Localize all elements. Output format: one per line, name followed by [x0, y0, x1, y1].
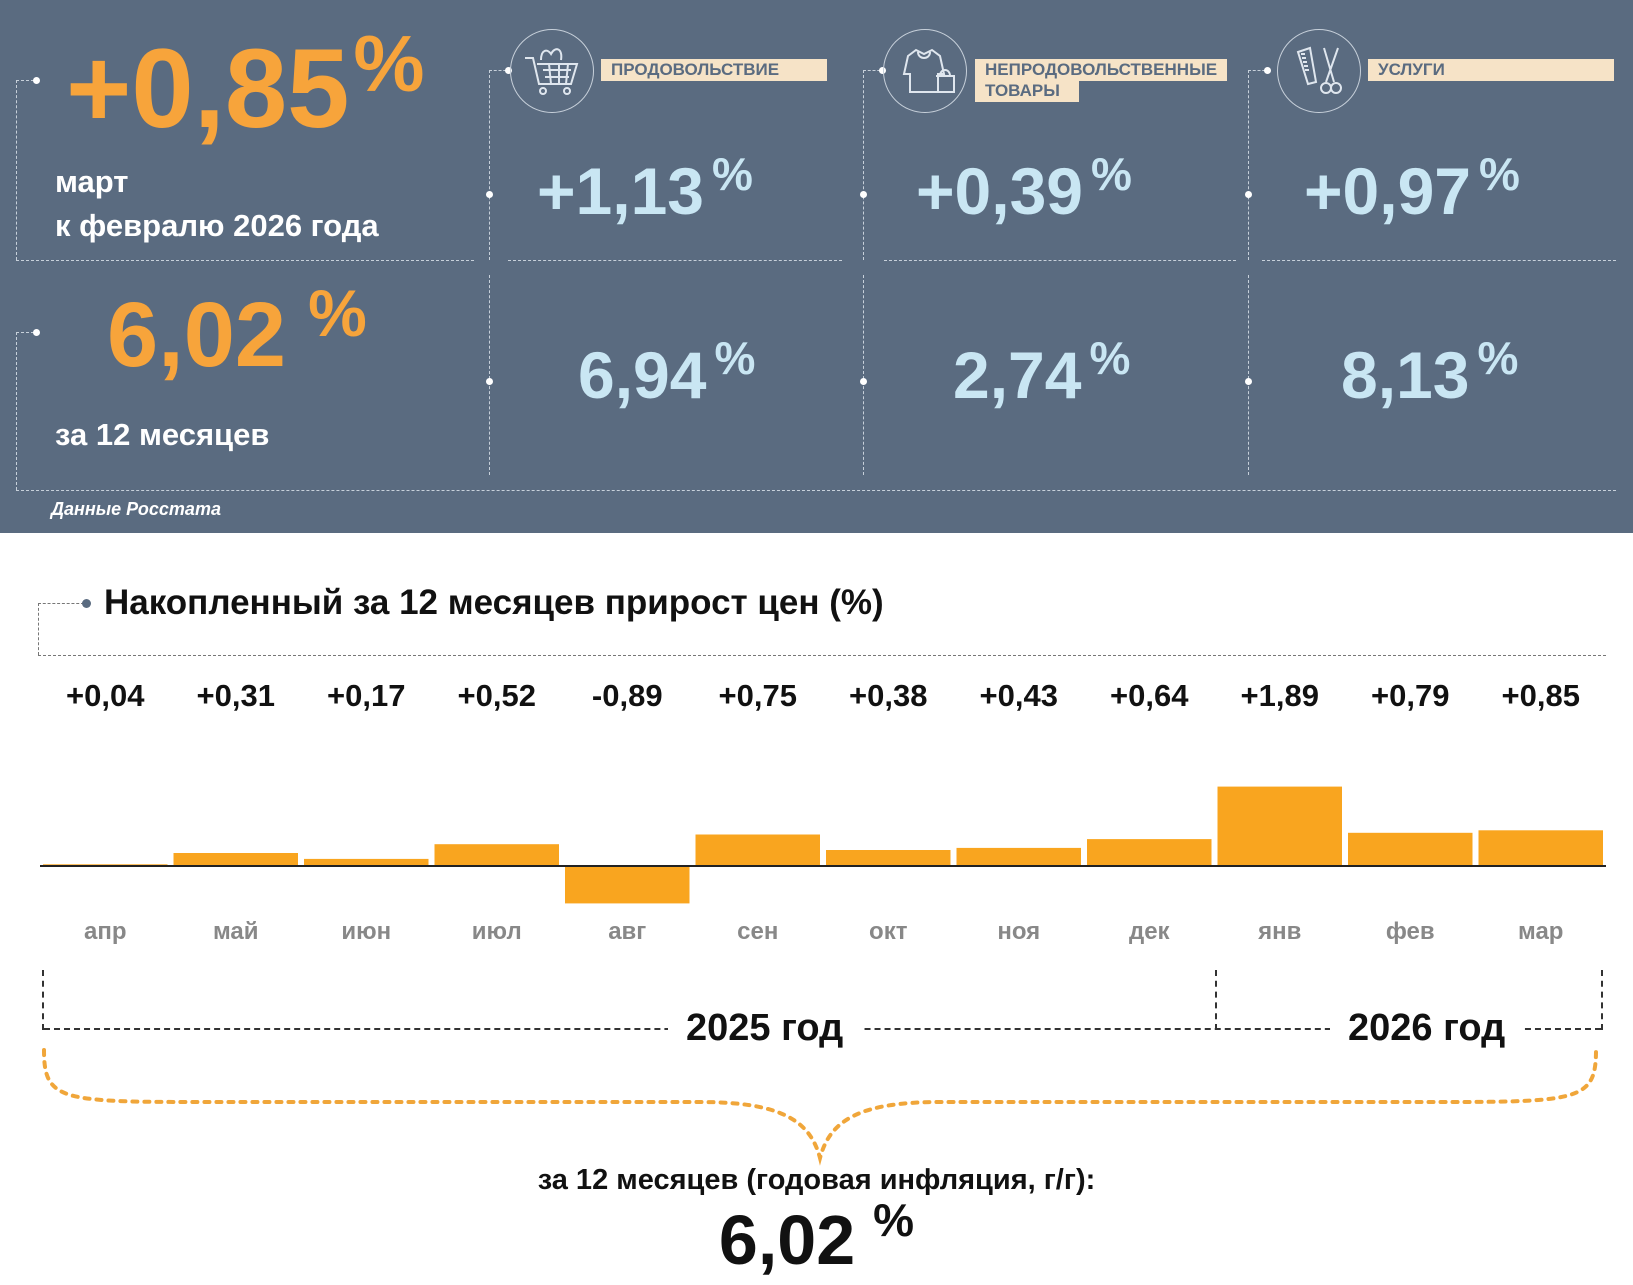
monthly-inflation: +0,85%	[66, 19, 425, 151]
comb-scissors-icon	[1277, 29, 1361, 113]
bullet-dot	[486, 191, 493, 198]
shopping-cart-icon	[510, 29, 594, 113]
bullet-dot	[505, 67, 512, 74]
year-label-2025: 2025 год	[668, 1008, 862, 1048]
divider	[16, 80, 17, 260]
divider	[42, 970, 44, 1030]
x-tick-янв: янв	[1258, 918, 1302, 945]
divider	[16, 490, 1616, 491]
divider	[1262, 260, 1616, 261]
divider	[489, 70, 490, 260]
x-tick-фев: фев	[1385, 918, 1435, 945]
bar-chart	[40, 786, 1606, 904]
bar-янв	[1217, 786, 1342, 866]
bullet-dot	[1245, 191, 1252, 198]
brace-icon	[42, 1048, 1598, 1166]
monthly-label-line2: к февралю 2026 года	[55, 208, 379, 243]
divider	[1215, 970, 1217, 1030]
divider	[863, 275, 864, 475]
x-tick-сен: сен	[737, 918, 779, 945]
bar-окт	[826, 850, 951, 866]
data-source-credit: Данные Росстата	[51, 499, 221, 519]
category-label-nonfood: НЕПРОДОВОЛЬСТВЕННЫЕ	[975, 59, 1228, 81]
divider	[508, 260, 842, 261]
annual-inflation-total: 6,02%	[718, 1194, 915, 1279]
x-tick-мар: мар	[1518, 918, 1564, 945]
bar-июн	[304, 858, 429, 866]
services-monthly-value: +0,97%	[1304, 148, 1520, 228]
x-tick-дек: дек	[1128, 918, 1170, 945]
bullet-dot	[1245, 378, 1252, 385]
data-label-дек: +0,64	[1110, 678, 1189, 713]
clothing-icon	[883, 29, 967, 113]
category-label-food: ПРОДОВОЛЬСТВИЕ	[601, 59, 827, 81]
x-tick-май: май	[212, 918, 259, 945]
chart-title: Накопленный за 12 месяцев прирост цен (%…	[104, 583, 884, 622]
divider	[1601, 970, 1603, 1030]
data-label-апр: +0,04	[66, 678, 145, 713]
bar-мар	[1478, 830, 1603, 866]
data-label-сен: +0,75	[718, 678, 797, 713]
bullet-dot	[879, 67, 886, 74]
bar-ноя	[956, 847, 1081, 866]
divider	[1248, 70, 1249, 260]
x-tick-июн: июн	[341, 918, 392, 945]
divider	[16, 260, 474, 261]
services-annual-value: 8,13%	[1341, 332, 1519, 412]
bar-сен	[695, 834, 820, 866]
bullet-dot	[1264, 67, 1271, 74]
divider	[16, 332, 17, 490]
data-label-окт: +0,38	[849, 678, 928, 713]
annual-inflation-caption: за 12 месяцев (годовая инфляция, г/г):	[537, 1164, 1096, 1196]
food-annual-value: 6,94%	[578, 332, 756, 412]
bar-июл	[434, 844, 559, 866]
bullet-dot	[860, 378, 867, 385]
data-label-янв: +1,89	[1240, 678, 1319, 713]
x-tick-июл: июл	[471, 918, 522, 945]
divider	[38, 655, 1606, 656]
data-label-мар: +0,85	[1501, 678, 1580, 713]
x-tick-окт: окт	[869, 918, 908, 945]
divider	[38, 603, 84, 604]
data-label-май: +0,31	[196, 678, 275, 713]
bar-дек	[1087, 839, 1212, 866]
divider	[38, 603, 39, 655]
divider	[489, 275, 490, 475]
annual-label: за 12 месяцев	[55, 417, 270, 452]
data-label-ноя: +0,43	[979, 678, 1058, 713]
bullet-dot	[860, 191, 867, 198]
data-label-июл: +0,52	[457, 678, 536, 713]
monthly-label-line1: март	[55, 164, 129, 199]
category-label-services: УСЛУГИ	[1368, 59, 1614, 81]
bullet-dot	[486, 378, 493, 385]
divider	[16, 332, 34, 333]
summary-panel	[0, 0, 1633, 533]
year-label-2026: 2026 год	[1330, 1008, 1524, 1048]
data-label-фев: +0,79	[1371, 678, 1450, 713]
divider	[1248, 275, 1249, 475]
divider	[1248, 70, 1270, 71]
divider	[489, 70, 511, 71]
annual-inflation: 6,02%	[107, 276, 367, 386]
divider	[16, 80, 34, 81]
category-label-nonfood-line2: ТОВАРЫ	[975, 80, 1079, 102]
x-tick-апр: апр	[83, 918, 127, 945]
bullet-dot	[82, 599, 91, 608]
bar-фев	[1348, 832, 1473, 866]
bullet-dot	[33, 329, 40, 336]
x-tick-ноя: ноя	[997, 918, 1041, 945]
bullet-dot	[33, 77, 40, 84]
bar-авг	[565, 866, 690, 904]
data-label-авг: -0,89	[591, 678, 663, 713]
divider	[884, 260, 1236, 261]
bar-май	[173, 853, 298, 866]
divider	[863, 70, 864, 260]
x-tick-авг: авг	[608, 918, 647, 945]
nonfood-annual-value: 2,74%	[953, 332, 1131, 412]
nonfood-monthly-value: +0,39%	[916, 148, 1132, 228]
data-label-июн: +0,17	[327, 678, 406, 713]
divider	[863, 70, 885, 71]
food-monthly-value: +1,13%	[537, 148, 753, 228]
